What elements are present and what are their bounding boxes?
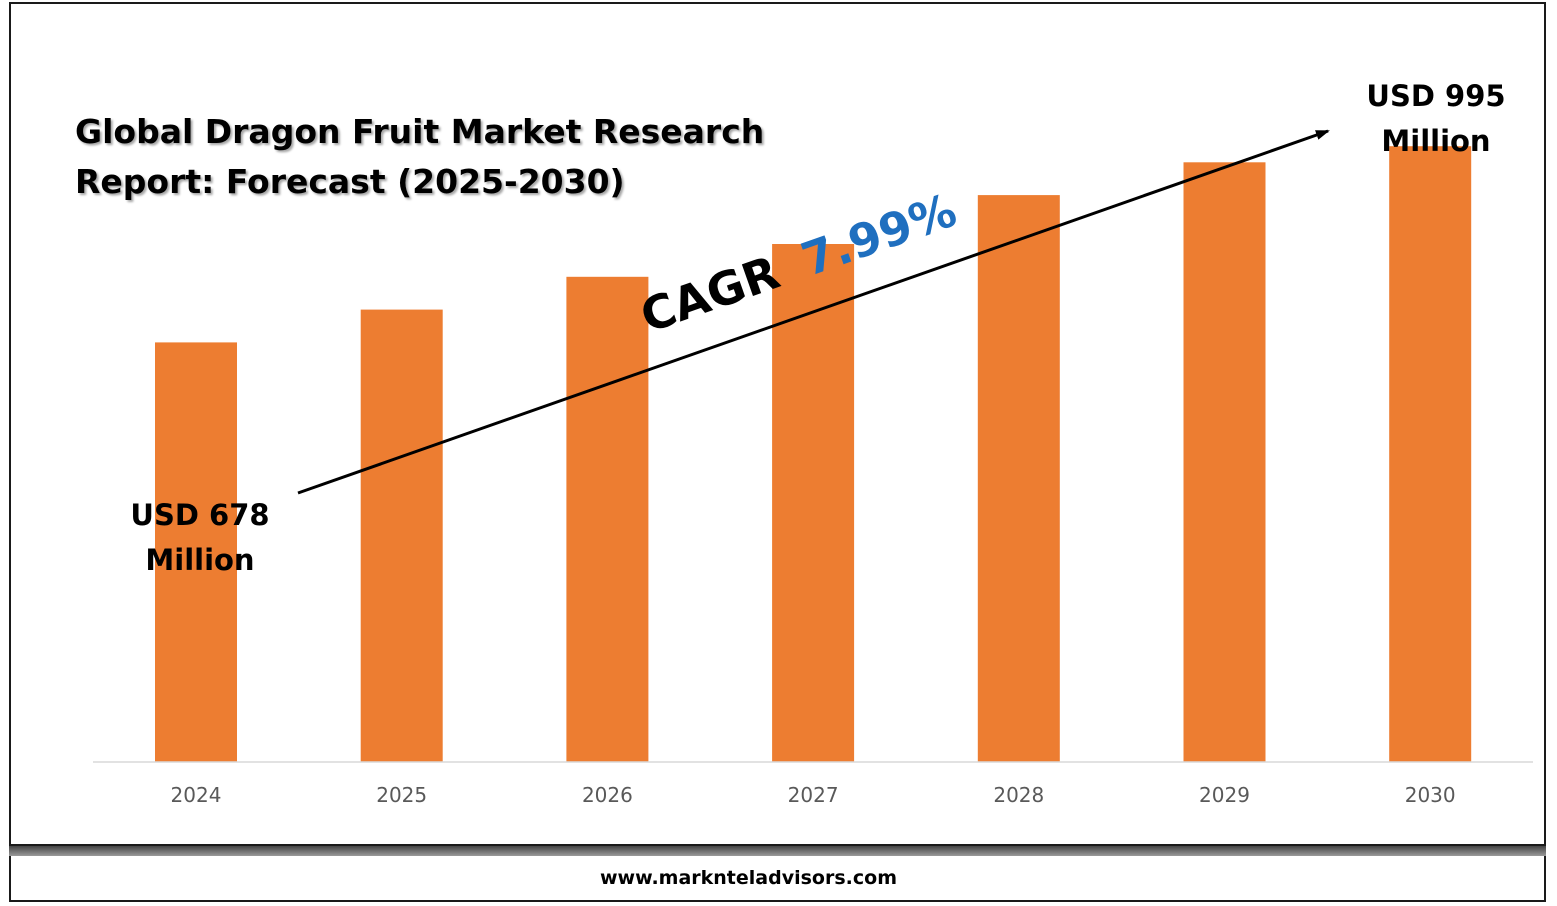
- bar-2030: [1389, 146, 1472, 762]
- x-tick-label-2030: 2030: [1405, 783, 1456, 807]
- chart-title-line-2: Report: Forecast (2025-2030): [75, 162, 625, 201]
- bars-group: [155, 146, 1472, 763]
- start-value-label-line-1: USD 678: [130, 498, 269, 532]
- footer-website-link[interactable]: www.marknteladvisors.com: [600, 867, 897, 889]
- start-value-label-line-2: Million: [145, 543, 254, 577]
- bar-2029: [1183, 162, 1266, 763]
- bar-2024: [155, 342, 237, 762]
- bar-2027: [772, 244, 855, 762]
- x-tick-label-2027: 2027: [788, 783, 839, 807]
- end-value-label-line-1: USD 995: [1366, 79, 1505, 113]
- cagr-trend-arrow: [297, 129, 1330, 495]
- bar-2026: [566, 276, 649, 762]
- x-tick-label-2028: 2028: [993, 783, 1044, 807]
- x-tick-label-2024: 2024: [171, 783, 222, 807]
- x-tick-label-2029: 2029: [1199, 783, 1250, 807]
- end-value-label-line-2: Million: [1381, 124, 1490, 158]
- bar-2028: [977, 195, 1060, 763]
- bar-2025: [360, 309, 443, 762]
- x-tick-label-2025: 2025: [376, 783, 427, 807]
- x-tick-labels: 2024 2025 2026 2027 2028 2029 2030: [171, 783, 1456, 807]
- footer: www.marknteladvisors.com: [9, 856, 1546, 902]
- x-tick-label-2026: 2026: [582, 783, 633, 807]
- cagr-value: 7.99%: [795, 183, 963, 287]
- footer-shadow-bar: [9, 846, 1546, 856]
- chart-title-line-1: Global Dragon Fruit Market Research: [75, 112, 764, 151]
